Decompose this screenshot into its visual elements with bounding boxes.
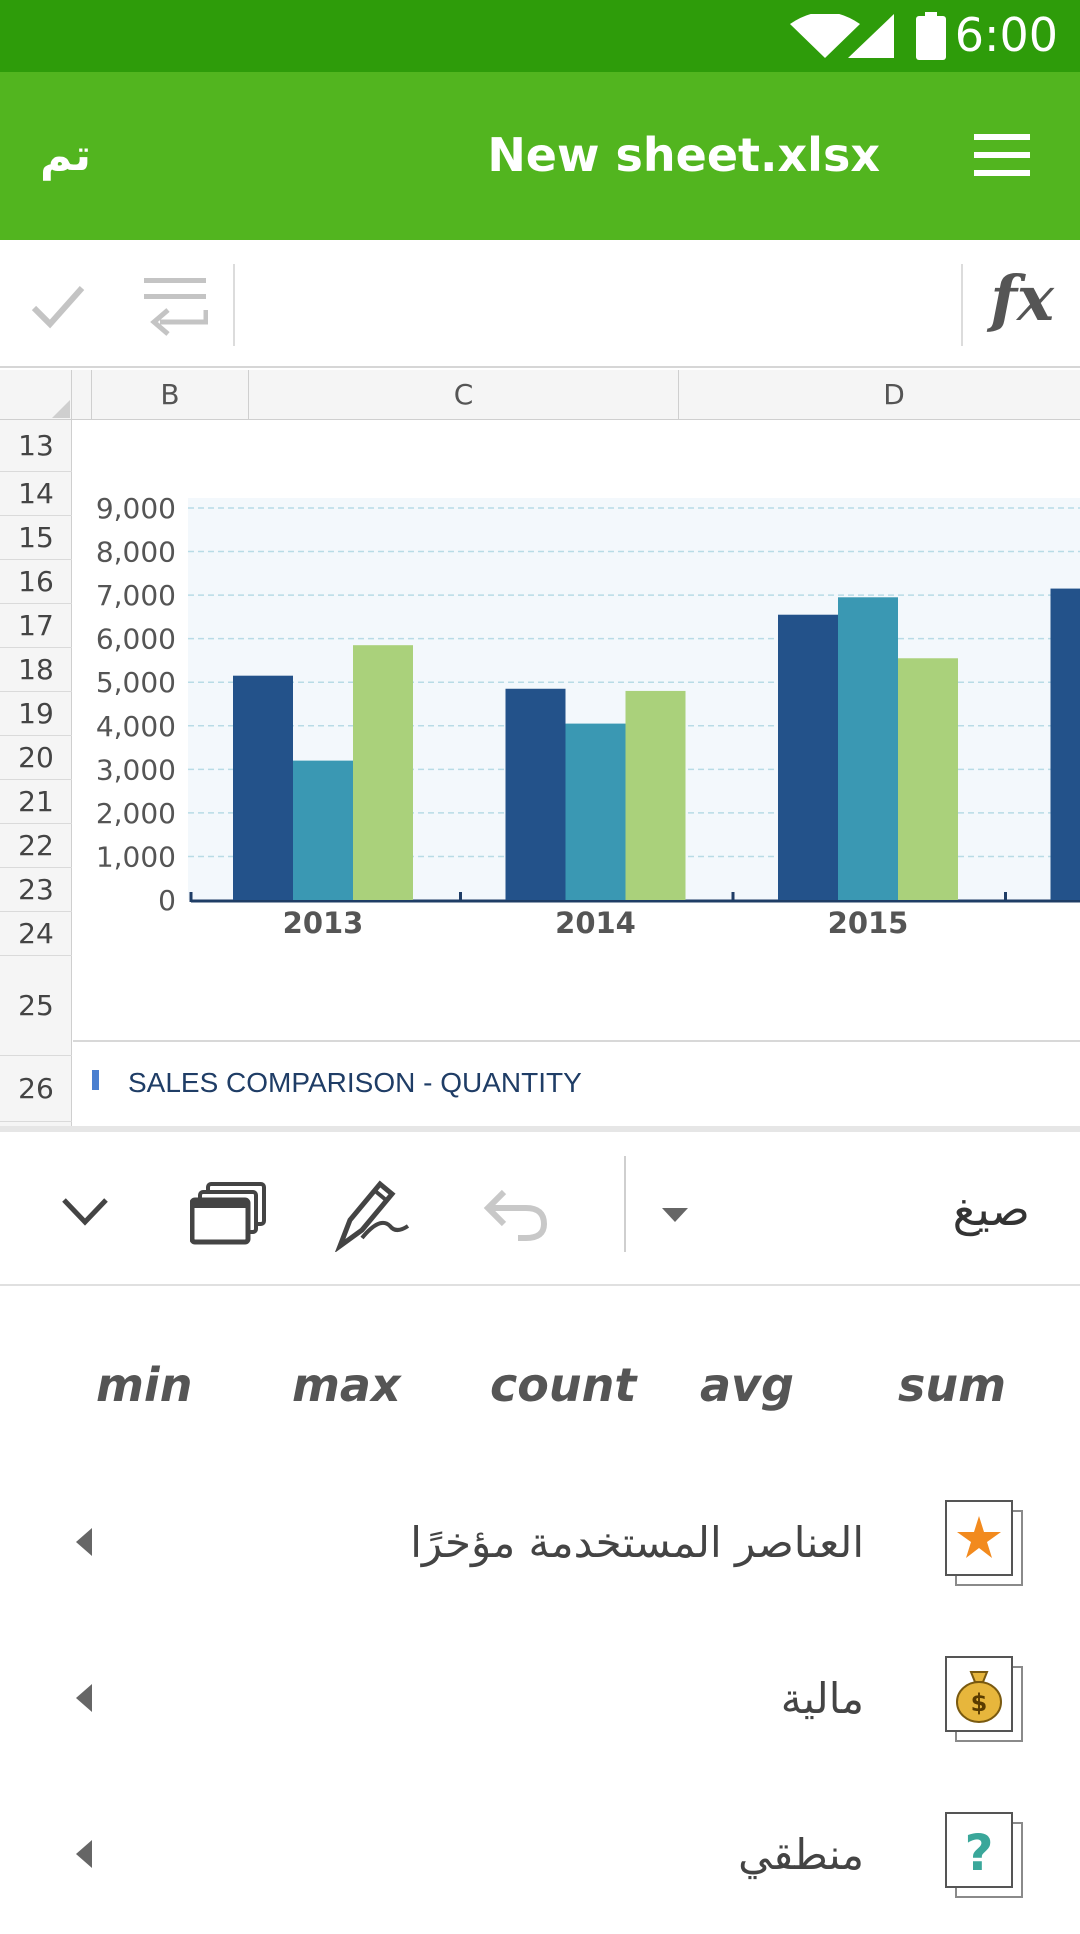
row-header-cell[interactable]: 13 bbox=[0, 420, 72, 472]
money-bag-icon: $ bbox=[945, 1656, 1025, 1742]
battery-icon bbox=[916, 12, 946, 60]
x-tick-label: 2015 bbox=[828, 906, 909, 940]
dropdown-arrow-icon[interactable] bbox=[662, 1208, 688, 1222]
function-avg[interactable]: avg bbox=[700, 1358, 794, 1412]
select-all-corner[interactable] bbox=[0, 370, 72, 420]
bar bbox=[233, 676, 293, 900]
bar bbox=[293, 761, 353, 900]
formula-bar: fx bbox=[0, 240, 1080, 368]
row-header-cell[interactable]: 26 bbox=[0, 1056, 72, 1122]
y-tick-label: 5,000 bbox=[96, 666, 176, 699]
column-header-b[interactable]: B bbox=[92, 370, 249, 420]
chevron-left-icon bbox=[76, 1840, 92, 1868]
bar bbox=[353, 645, 413, 900]
category-recent[interactable]: العناصر المستخدمة مؤخرًا bbox=[0, 1466, 1080, 1622]
toolbar-divider bbox=[624, 1156, 626, 1252]
y-tick-label: 2,000 bbox=[96, 797, 176, 830]
windows-icon[interactable] bbox=[190, 1182, 266, 1246]
category-label: منطقي bbox=[738, 1830, 864, 1879]
row-header-cell[interactable]: 15 bbox=[0, 516, 72, 560]
y-tick-label: 7,000 bbox=[96, 579, 176, 612]
undo-icon[interactable] bbox=[482, 1186, 550, 1242]
row-header-cell[interactable]: 19 bbox=[0, 692, 72, 736]
function-min[interactable]: min bbox=[96, 1358, 192, 1412]
pen-icon[interactable] bbox=[332, 1176, 412, 1252]
bar bbox=[778, 615, 838, 900]
bar bbox=[566, 724, 626, 900]
x-tick-label: 2014 bbox=[555, 906, 636, 940]
bar bbox=[898, 658, 958, 900]
row-header-cell[interactable]: 16 bbox=[0, 560, 72, 604]
y-tick-label: 6,000 bbox=[96, 623, 176, 656]
chevron-left-icon bbox=[76, 1684, 92, 1712]
y-tick-label: 9,000 bbox=[96, 492, 176, 525]
formula-divider bbox=[961, 264, 963, 346]
menu-icon[interactable] bbox=[974, 134, 1030, 176]
row-header-cell[interactable]: 25 bbox=[0, 956, 72, 1056]
function-sum[interactable]: sum bbox=[898, 1358, 1006, 1412]
chevron-down-icon[interactable] bbox=[60, 1196, 110, 1226]
sheet-area[interactable]: 0 1,000 2,000 3,000 4,000 5,000 6,000 7,000 8,00… bbox=[73, 420, 1080, 1126]
bar bbox=[506, 689, 566, 900]
bar bbox=[838, 597, 898, 900]
chart-title: SALES COMPARISON - QUANTITY bbox=[128, 1067, 582, 1098]
star-icon bbox=[945, 1500, 1025, 1586]
status-bar: 6:00 bbox=[0, 0, 1080, 72]
row-header-cell[interactable]: 24 bbox=[0, 912, 72, 956]
svg-text:$: $ bbox=[971, 1689, 988, 1717]
y-tick-label: 1,000 bbox=[96, 840, 176, 873]
x-tick-label: 2013 bbox=[283, 906, 364, 940]
row-header-cell[interactable]: 14 bbox=[0, 472, 72, 516]
document-title: New sheet.xlsx bbox=[487, 128, 880, 182]
signal-icon bbox=[848, 14, 894, 58]
wrap-text-icon[interactable] bbox=[142, 276, 208, 338]
column-header-d[interactable]: D bbox=[679, 370, 1080, 420]
column-header: B C D bbox=[0, 370, 1080, 420]
category-logical[interactable]: منطقي ? bbox=[0, 1778, 1080, 1934]
function-count[interactable]: count bbox=[490, 1358, 636, 1412]
status-time: 6:00 bbox=[955, 8, 1058, 62]
category-label: مالية bbox=[781, 1674, 864, 1723]
row-header-cell[interactable]: 21 bbox=[0, 780, 72, 824]
row-header-cell[interactable]: 22 bbox=[0, 824, 72, 868]
fx-icon[interactable]: fx bbox=[990, 262, 1054, 335]
y-tick-label: 8,000 bbox=[96, 536, 176, 569]
y-tick-label: 4,000 bbox=[96, 710, 176, 743]
formula-input[interactable] bbox=[240, 250, 955, 358]
formula-toolbar: صيغ bbox=[0, 1126, 1080, 1286]
category-label: العناصر المستخدمة مؤخرًا bbox=[410, 1518, 864, 1567]
formula-divider bbox=[233, 264, 235, 346]
title-marker bbox=[92, 1070, 99, 1090]
row-header-cell[interactable]: 23 bbox=[0, 868, 72, 912]
formulas-label[interactable]: صيغ bbox=[953, 1182, 1030, 1236]
row-header-cell[interactable]: 20 bbox=[0, 736, 72, 780]
y-tick-label: 0 bbox=[158, 884, 176, 917]
y-tick-label: 3,000 bbox=[96, 753, 176, 786]
bar bbox=[1051, 589, 1080, 900]
function-max[interactable]: max bbox=[292, 1358, 401, 1412]
row-header-cell[interactable]: 17 bbox=[0, 604, 72, 648]
bar bbox=[626, 691, 686, 900]
svg-text:?: ? bbox=[964, 1824, 993, 1882]
app-bar: تم New sheet.xlsx bbox=[0, 72, 1080, 240]
category-financial[interactable]: مالية $ bbox=[0, 1622, 1080, 1778]
sales-chart[interactable]: 0 1,000 2,000 3,000 4,000 5,000 6,000 7,000 8,00… bbox=[73, 420, 1080, 1126]
column-header-cell[interactable] bbox=[72, 370, 92, 420]
done-button[interactable]: تم bbox=[40, 130, 91, 181]
row-header-cell[interactable]: 18 bbox=[0, 648, 72, 692]
chevron-left-icon bbox=[76, 1528, 92, 1556]
question-icon: ? bbox=[945, 1812, 1025, 1898]
check-icon[interactable] bbox=[30, 284, 86, 330]
column-header-c[interactable]: C bbox=[249, 370, 679, 420]
